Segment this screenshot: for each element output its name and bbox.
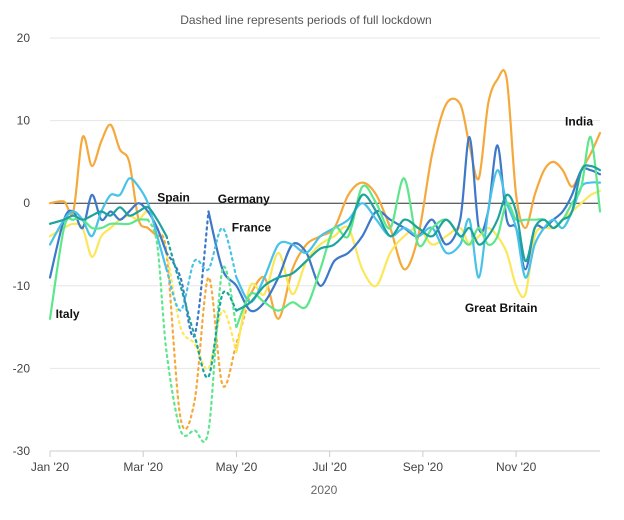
gridlines — [50, 37, 600, 452]
x-tick-label: Sep '20 — [403, 460, 444, 474]
y-axis: 20 10 0 -10 -20 -30 — [13, 31, 31, 458]
x-axis-label: 2020 — [311, 483, 338, 497]
x-tick-label: Jan '20 — [31, 460, 70, 474]
series-line-france — [235, 169, 602, 304]
series-line-india — [249, 69, 602, 320]
y-tick-label: 10 — [17, 114, 31, 128]
series-line-italy — [48, 217, 149, 320]
country-labels: Spain Germany France Italy Great Britain Indi… — [56, 115, 594, 321]
series-line-france-lockdown — [165, 226, 238, 312]
label-germany: Germany — [218, 192, 270, 206]
series-line-italy-lockdown — [146, 218, 238, 443]
series-line-india — [48, 123, 159, 238]
y-tick-label: 20 — [17, 31, 31, 45]
x-tick-label: May '20 — [216, 460, 258, 474]
label-france: France — [232, 220, 272, 234]
x-tick-label: Jul '20 — [313, 460, 348, 474]
series-line-india-lockdown — [156, 233, 252, 431]
label-spain: Spain — [157, 191, 190, 205]
x-tick-label: Nov '20 — [496, 460, 537, 474]
series-line-great-britain-lockdown — [165, 235, 238, 379]
series-line-germany — [207, 135, 602, 313]
label-india: India — [565, 115, 593, 129]
series-line-great-britain — [235, 164, 602, 312]
series-lines — [48, 69, 602, 443]
y-tick-label: -30 — [13, 444, 31, 458]
chart-subtitle: Dashed line represents periods of full l… — [180, 13, 431, 27]
x-axis: Jan '20 Mar '20 May '20 Jul '20 Sep '20 Nov '… — [31, 450, 600, 474]
series-line-france — [48, 177, 168, 271]
y-tick-label: -10 — [13, 279, 31, 293]
series-line-great-britain — [48, 205, 168, 238]
y-tick-label: -20 — [13, 361, 31, 375]
y-tick-label: 0 — [23, 196, 30, 210]
label-great-britain: Great Britain — [465, 301, 538, 315]
x-tick-label: Mar '20 — [123, 460, 163, 474]
label-italy: Italy — [56, 307, 80, 321]
